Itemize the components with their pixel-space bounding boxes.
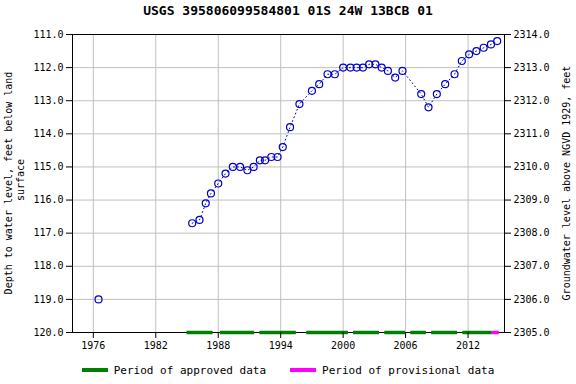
svg-text:2311.0: 2311.0 xyxy=(514,128,550,139)
svg-text:1982: 1982 xyxy=(144,340,168,351)
svg-text:111.0: 111.0 xyxy=(33,29,63,40)
svg-text:2313.0: 2313.0 xyxy=(514,62,550,73)
svg-text:2312.0: 2312.0 xyxy=(514,95,550,106)
svg-text:120.0: 120.0 xyxy=(33,327,63,338)
svg-text:113.0: 113.0 xyxy=(33,95,63,106)
svg-text:2310.0: 2310.0 xyxy=(514,161,550,172)
html-text:Period of provisional data: Period of provisional data xyxy=(322,363,495,377)
svg-text:115.0: 115.0 xyxy=(33,161,63,172)
svg-text:2000: 2000 xyxy=(331,340,355,351)
svg-text:1988: 1988 xyxy=(206,340,230,351)
svg-text:2308.0: 2308.0 xyxy=(514,227,550,238)
svg-text:114.0: 114.0 xyxy=(33,128,63,139)
svg-text:2306.0: 2306.0 xyxy=(514,294,550,305)
svg-text:119.0: 119.0 xyxy=(33,294,63,305)
svg-text:2006: 2006 xyxy=(394,340,418,351)
svg-text:118.0: 118.0 xyxy=(33,260,63,271)
svg-text:1976: 1976 xyxy=(81,340,105,351)
svg-text:Groundwater level above NGVD 1: Groundwater level above NGVD 1929, feet xyxy=(561,66,572,301)
svg-text:2314.0: 2314.0 xyxy=(514,29,550,40)
svg-text:2309.0: 2309.0 xyxy=(514,194,550,205)
svg-text:1994: 1994 xyxy=(269,340,293,351)
html-text:Period of approved data: Period of approved data xyxy=(113,363,267,377)
svg-text:Depth to water level, feet bel: Depth to water level, feet below land su… xyxy=(3,72,26,295)
svg-text:116.0: 116.0 xyxy=(33,194,63,205)
svg-text:2307.0: 2307.0 xyxy=(514,260,550,271)
svg-text:117.0: 117.0 xyxy=(33,227,63,238)
html-text:USGS 395806099584801 01S 24W 1: USGS 395806099584801 01S 24W 13BCB 01 xyxy=(143,3,433,18)
svg-text:2012: 2012 xyxy=(456,340,480,351)
svg-text:2305.0: 2305.0 xyxy=(514,327,550,338)
svg-text:112.0: 112.0 xyxy=(33,62,63,73)
